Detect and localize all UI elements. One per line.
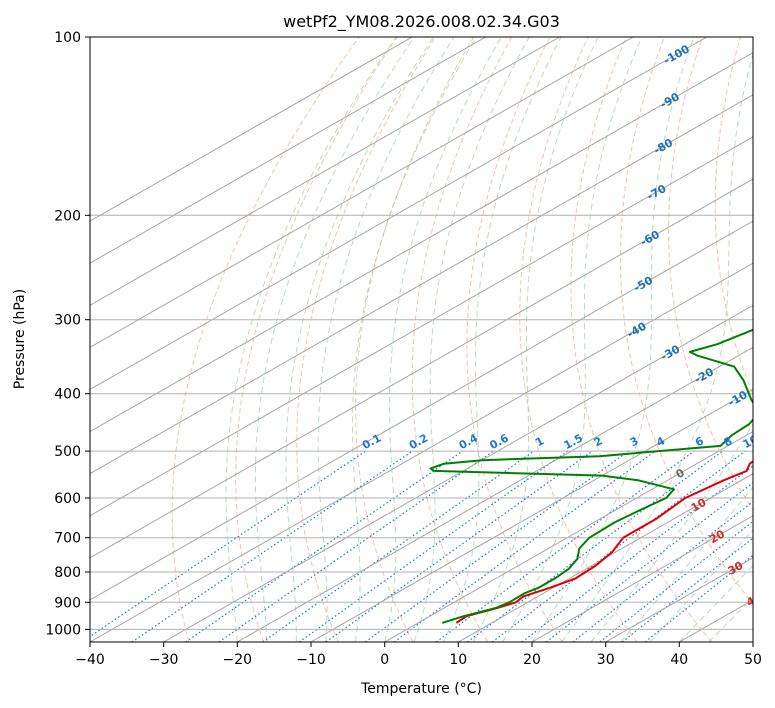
isotherm-line xyxy=(90,178,753,559)
mixing-ratio-line xyxy=(467,450,723,642)
isotherm-line xyxy=(90,37,413,222)
mixing-ratio-line xyxy=(393,450,656,642)
moist-adiabat-line xyxy=(620,486,753,642)
y-tick-label: 300 xyxy=(54,313,81,329)
x-tick-label: 0 xyxy=(380,652,389,668)
mixing-ratio-line xyxy=(262,450,535,642)
mixing-ratio-line xyxy=(131,450,413,642)
isotherm-line xyxy=(90,37,560,306)
moist-adiabat-line xyxy=(472,37,599,642)
x-tick-label: 40 xyxy=(670,652,688,668)
y-axis-label: Pressure (hPa) xyxy=(12,289,28,389)
plot-frame xyxy=(89,36,754,643)
x-tick-label: 50 xyxy=(744,652,762,668)
dry-adiabat-line xyxy=(466,37,563,642)
x-tick-label: 30 xyxy=(597,652,615,668)
dry-adiabat-line xyxy=(714,37,753,396)
profile-series xyxy=(429,328,753,624)
y-axis-ticks: 100 200 300 400 500 600 700 800 900 1000 xyxy=(45,30,90,638)
y-tick-label: 400 xyxy=(54,387,81,403)
chart-title: wetPf2_YM08.2026.008.02.34.G03 xyxy=(283,12,560,32)
x-axis-ticks: −40 −30 −20 −10 0 10 20 30 40 50 xyxy=(75,642,762,668)
isotherm-line xyxy=(90,37,634,348)
mixing-ratio-line xyxy=(90,450,366,638)
dry-adiabat-line xyxy=(570,37,713,642)
y-tick-label: 900 xyxy=(54,595,81,611)
moist-adiabat-line xyxy=(317,37,455,642)
y-tick-label: 1000 xyxy=(45,622,81,638)
isotherm-label: 40 xyxy=(744,590,764,609)
isotherm-line xyxy=(384,430,753,642)
y-tick-label: 600 xyxy=(54,491,81,507)
plot-area: 0.10.20.40.611.52346810131620253036-100-… xyxy=(90,37,764,642)
x-tick-label: 20 xyxy=(523,652,541,668)
isotherm-line xyxy=(163,304,753,642)
pressure-grid xyxy=(90,37,753,630)
dry-adiabat-line xyxy=(619,37,753,605)
temperature-profile-line xyxy=(455,460,753,624)
y-tick-label: 100 xyxy=(54,30,81,46)
mixing-ratio-line xyxy=(298,450,569,642)
moist-adiabat-line xyxy=(254,37,415,642)
y-tick-label: 700 xyxy=(54,531,81,547)
mixing-ratio-line xyxy=(622,537,753,642)
dry-adiabat-line xyxy=(235,37,398,642)
y-tick-label: 800 xyxy=(54,565,81,581)
mixing-ratio-line xyxy=(491,450,746,642)
isotherm-line xyxy=(90,136,753,517)
dry-adiabat-line xyxy=(296,37,436,642)
mixing-ratio-line xyxy=(521,465,753,642)
y-tick-label: 500 xyxy=(54,444,81,460)
x-tick-label: −40 xyxy=(75,652,105,668)
mixing-ratio-label: 10 xyxy=(741,432,761,451)
isotherms xyxy=(90,37,753,642)
mixing-ratio-line xyxy=(436,450,695,642)
isotherm-line xyxy=(531,515,753,642)
moist-adiabat-line xyxy=(384,37,502,642)
x-axis-label: Temperature (°C) xyxy=(360,681,482,697)
dry-adiabat-line xyxy=(411,37,513,642)
mixing-ratio-line xyxy=(325,450,593,642)
isotherm-line xyxy=(90,37,708,391)
dry-adiabat-line xyxy=(171,37,360,642)
dry-adiabat-line xyxy=(519,37,638,642)
moist-adiabat-line xyxy=(225,37,397,642)
moist-adiabat-line xyxy=(413,37,530,642)
x-tick-label: −10 xyxy=(296,652,326,668)
isotherm-line xyxy=(90,94,753,475)
isotherm-line xyxy=(237,346,753,642)
y-tick-label: 200 xyxy=(54,208,81,224)
dry-adiabat-line xyxy=(667,37,753,512)
moist-adiabat-line xyxy=(590,423,753,642)
moist-adiabat-line xyxy=(561,52,753,642)
isotherm-line xyxy=(90,220,753,601)
moist-adiabat-line xyxy=(443,37,562,642)
isotherm-line xyxy=(90,262,753,642)
x-tick-label: 10 xyxy=(449,652,467,668)
dry-adiabats xyxy=(171,37,753,642)
dry-adiabat-line xyxy=(355,37,475,642)
x-tick-label: −20 xyxy=(223,652,253,668)
moist-adiabat-line xyxy=(502,37,643,642)
x-tick-label: −30 xyxy=(149,652,179,668)
moist-adiabat-line xyxy=(352,37,477,642)
moist-adiabat-line xyxy=(531,37,695,642)
isotherm-line xyxy=(90,52,753,433)
isotherm-line xyxy=(310,388,753,642)
isotherm-line xyxy=(458,473,753,642)
isotherm-line xyxy=(90,37,487,264)
dewpoint-profile-line xyxy=(429,328,753,624)
